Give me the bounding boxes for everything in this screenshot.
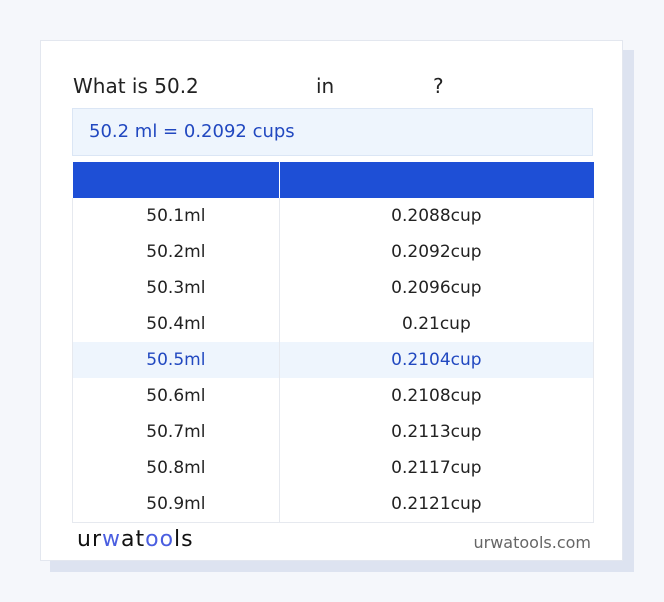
column-header: [72, 162, 280, 198]
cup-value-cell: 0.2104cup: [278, 342, 595, 378]
ml-value-cell: 50.3ml: [72, 270, 280, 306]
table-row: 50.8ml 0.2117cup: [72, 450, 595, 486]
cup-value-cell: 0.2117cup: [278, 450, 595, 486]
cup-value-cell: 0.2088cup: [278, 198, 595, 234]
ml-value-cell: 50.9ml: [72, 486, 280, 523]
title-suffix: ?: [433, 74, 444, 98]
table-row: 50.5ml 0.2104cup: [72, 342, 595, 378]
page-title: What is 50.2 in ?: [73, 74, 444, 194]
cup-value-cell: 0.21cup: [278, 306, 595, 342]
table-row: 50.7ml 0.2113cup: [72, 414, 595, 450]
column-header: [278, 162, 594, 198]
ml-value-cell: 50.2ml: [72, 234, 280, 270]
table-row: 50.9ml 0.2121cup: [72, 486, 595, 523]
table-row: 50.6ml 0.2108cup: [72, 378, 595, 414]
cup-value-cell: 0.2108cup: [278, 378, 595, 414]
table-row: 50.1ml 0.2088cup: [72, 198, 595, 234]
cup-value-cell: 0.2121cup: [278, 486, 595, 523]
cup-value-cell: 0.2096cup: [278, 270, 595, 306]
conversion-result: 50.2 ml = 0.2092 cups: [72, 108, 593, 156]
table-row: 50.3ml 0.2096cup: [72, 270, 595, 306]
ml-value-cell: 50.4ml: [72, 306, 280, 342]
title-middle: in: [316, 74, 335, 98]
ml-value-cell: 50.6ml: [72, 378, 280, 414]
ml-value-cell: 50.1ml: [72, 198, 280, 234]
table-row: 50.2ml 0.2092cup: [72, 234, 595, 270]
table-header-row: [72, 162, 594, 198]
conversion-table: 50.1ml 0.2088cup 50.2ml 0.2092cup 50.3ml 0.20…: [72, 162, 595, 523]
ml-value-cell: 50.8ml: [72, 450, 280, 486]
cup-value-cell: 0.2092cup: [278, 234, 595, 270]
converter-card: What is 50.2 in ? 50.2 ml = 0.2092 cups …: [40, 40, 623, 561]
site-link[interactable]: urwatools.com: [473, 533, 592, 552]
table-row: 50.4ml 0.21cup: [72, 306, 595, 342]
urwatools-logo[interactable]: urwatools: [77, 527, 194, 552]
ml-value-cell: 50.5ml: [72, 342, 280, 378]
title-prefix: What is 50.2: [73, 74, 199, 98]
ml-value-cell: 50.7ml: [72, 414, 280, 450]
cup-value-cell: 0.2113cup: [278, 414, 595, 450]
